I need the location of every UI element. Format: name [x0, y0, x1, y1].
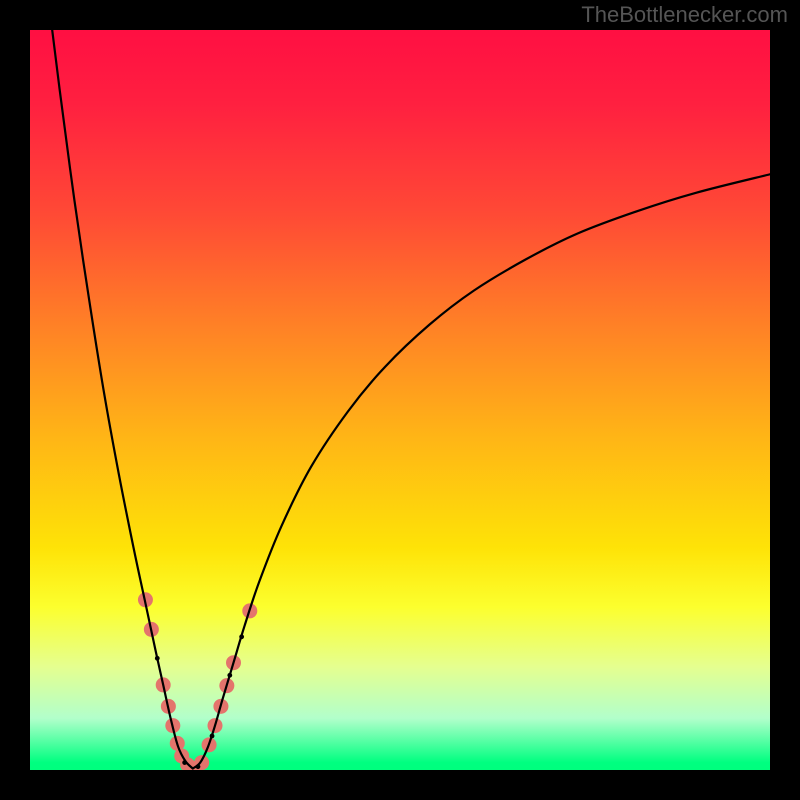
watermark-text: TheBottlenecker.com [581, 2, 788, 28]
marker-dot [210, 734, 215, 739]
marker-dot [227, 673, 232, 678]
chart-frame [30, 30, 770, 770]
chart-svg [30, 30, 770, 770]
plot-background [30, 30, 770, 770]
marker-dot [155, 656, 160, 661]
marker-dot [182, 760, 187, 765]
marker-dot [196, 764, 201, 769]
marker-dot [239, 634, 244, 639]
